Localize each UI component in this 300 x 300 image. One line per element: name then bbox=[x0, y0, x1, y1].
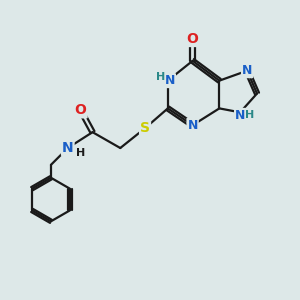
Text: H: H bbox=[158, 74, 167, 84]
Text: N: N bbox=[242, 64, 252, 77]
Text: H: H bbox=[245, 110, 255, 120]
Text: O: O bbox=[75, 103, 87, 117]
Text: O: O bbox=[187, 32, 199, 46]
Text: N: N bbox=[165, 74, 175, 87]
Text: N: N bbox=[188, 119, 198, 132]
Text: H: H bbox=[76, 148, 85, 158]
Text: S: S bbox=[140, 121, 150, 135]
Text: N: N bbox=[62, 141, 74, 155]
Text: N: N bbox=[235, 109, 245, 122]
Text: H: H bbox=[156, 72, 166, 82]
